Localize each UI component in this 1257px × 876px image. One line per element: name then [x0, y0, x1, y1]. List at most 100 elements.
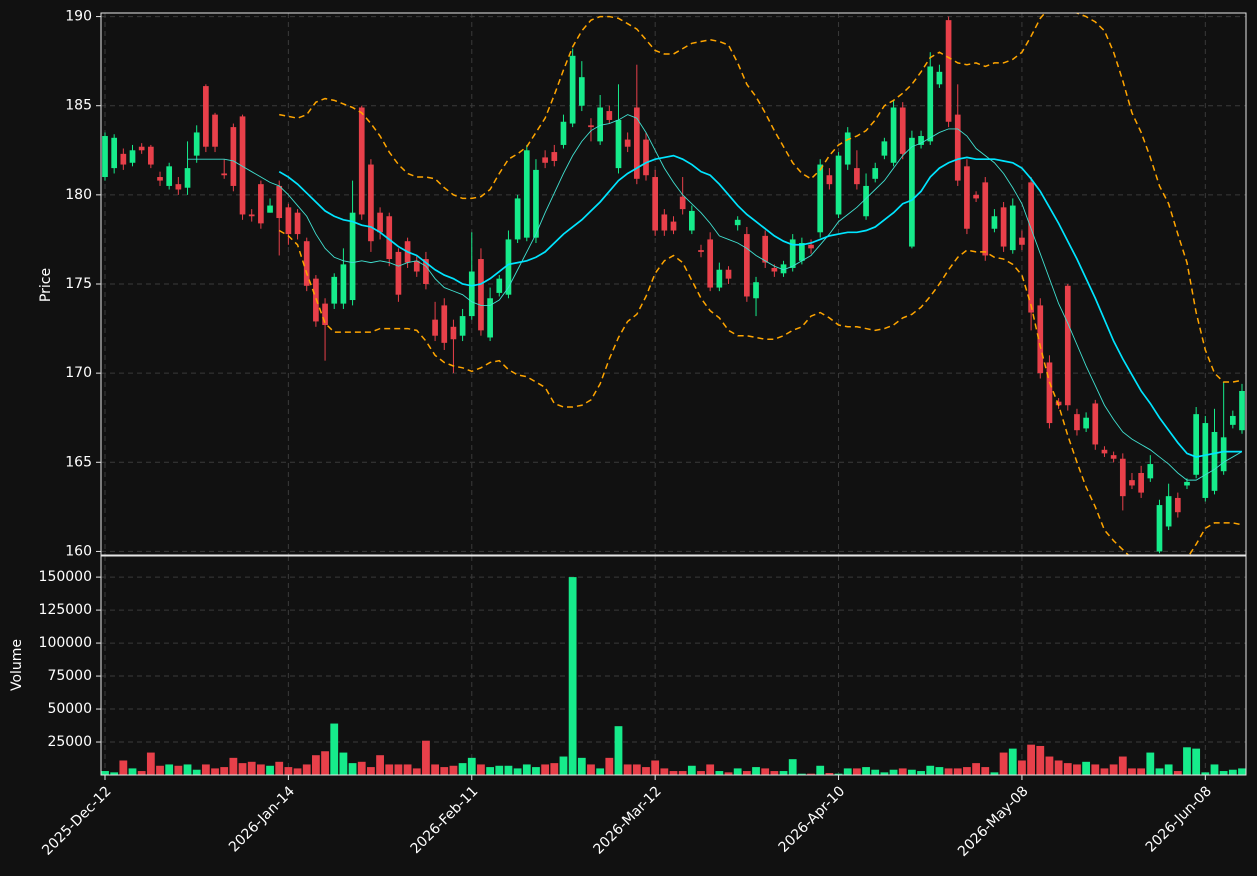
- candle-body: [267, 205, 273, 213]
- volume-tick-label: 25000: [47, 734, 92, 750]
- y-tick-label: 160: [65, 543, 92, 559]
- volume-bar: [1073, 764, 1081, 775]
- candle-body: [927, 66, 934, 142]
- candle-body: [533, 169, 539, 238]
- candle-body: [1220, 437, 1227, 472]
- candle-body: [1110, 455, 1117, 459]
- volume-bar: [339, 752, 348, 775]
- volume-bar: [889, 769, 898, 775]
- volume-bar: [440, 767, 449, 775]
- volume-bar: [348, 763, 357, 775]
- volume-bar: [541, 764, 550, 775]
- candle-body: [432, 319, 438, 336]
- volume-bar: [357, 761, 366, 775]
- indicator-line: [278, 229, 1243, 555]
- candle-body: [230, 127, 237, 186]
- volume-bar: [871, 769, 880, 775]
- candle-body: [606, 111, 613, 120]
- candle-body: [624, 139, 631, 147]
- candle-body: [413, 260, 420, 272]
- candle-body: [1239, 390, 1245, 431]
- volume-bar: [284, 767, 293, 775]
- volume-bar: [247, 761, 256, 775]
- y-tick-label: 165: [65, 454, 92, 470]
- candle-body: [753, 282, 759, 299]
- volume-bar: [770, 771, 779, 775]
- candle-body: [973, 194, 979, 199]
- volume-bar: [963, 767, 971, 775]
- candle-body: [377, 212, 383, 233]
- volume-bar: [1164, 764, 1173, 775]
- candle-body: [258, 184, 264, 224]
- volume-bar: [495, 765, 504, 775]
- candle-body: [285, 207, 292, 235]
- volume-bar: [1054, 760, 1063, 775]
- volume-bar: [201, 764, 210, 775]
- volume-bar: [550, 763, 559, 775]
- volume-bar: [513, 768, 522, 775]
- volume-bar: [953, 768, 962, 775]
- candle-body: [303, 241, 310, 286]
- volume-tick-label: 100000: [39, 635, 92, 651]
- candle-body: [1101, 449, 1108, 454]
- candle-body: [643, 139, 649, 176]
- candle-body: [679, 196, 686, 210]
- volume-bar: [101, 771, 109, 775]
- candle-body: [1211, 431, 1218, 491]
- candle-body: [670, 221, 677, 231]
- volume-bar: [706, 764, 715, 775]
- candle-body: [1028, 182, 1034, 313]
- candle-body: [899, 107, 906, 154]
- volume-bar: [532, 767, 540, 775]
- volume-bar: [742, 771, 751, 775]
- candle-body: [688, 210, 695, 231]
- candle-body: [954, 114, 961, 181]
- candle-body: [441, 305, 448, 343]
- candle-body: [248, 214, 255, 217]
- candle-body: [349, 212, 356, 301]
- volume-bar: [972, 763, 980, 775]
- volume-bar: [1091, 764, 1100, 775]
- volume-bar: [165, 764, 174, 775]
- candle-body: [1092, 403, 1099, 445]
- candle-body: [496, 278, 503, 293]
- candle-body: [964, 166, 970, 229]
- candle-body: [395, 251, 402, 295]
- candle-body: [808, 244, 814, 249]
- volume-bar: [724, 772, 733, 775]
- volume-bar: [687, 765, 696, 775]
- volume-bar: [367, 767, 375, 775]
- candle-body: [936, 71, 943, 85]
- volume-bar: [577, 757, 586, 775]
- candle-body: [707, 239, 714, 288]
- volume-bar: [1008, 748, 1017, 775]
- candle-body: [1083, 417, 1089, 429]
- candle-body: [111, 137, 118, 169]
- candle-body: [129, 150, 136, 163]
- candle-body: [1156, 505, 1163, 552]
- candle-body: [276, 185, 283, 219]
- volume-bar: [311, 755, 320, 775]
- candle-body: [744, 234, 750, 297]
- volume-bar: [522, 764, 531, 775]
- candle-body: [918, 136, 924, 145]
- volume-bar: [642, 767, 650, 775]
- candle-body: [487, 298, 493, 338]
- volume-bar: [1018, 760, 1026, 775]
- candle-body: [799, 242, 805, 261]
- volume-bar: [1027, 744, 1036, 775]
- volume-bar: [1201, 772, 1210, 775]
- volume-bar: [935, 767, 944, 775]
- volume-bar: [403, 764, 412, 775]
- candle-body: [1000, 207, 1007, 247]
- candle-body: [468, 271, 475, 317]
- volume-bar: [504, 765, 513, 775]
- volume-bar: [605, 757, 614, 775]
- volume-bar: [752, 767, 760, 775]
- candle-body: [358, 107, 365, 215]
- candle-body: [523, 150, 530, 238]
- volume-bar: [146, 752, 155, 775]
- candle-body: [148, 146, 154, 165]
- volume-bar: [220, 767, 229, 775]
